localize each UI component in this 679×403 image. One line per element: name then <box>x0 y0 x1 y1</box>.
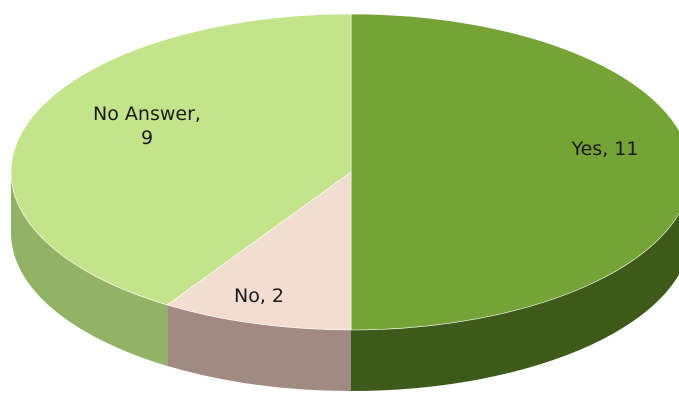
pie-side-yes <box>351 213 679 391</box>
pie-side-no <box>167 304 351 392</box>
data-label-line: No, 2 <box>234 285 284 307</box>
data-label-no-answer: No Answer, 9 <box>93 103 201 149</box>
data-label-line: No Answer, <box>93 103 201 125</box>
data-label-line: 9 <box>141 127 153 149</box>
pie-slice-no-answer <box>10 13 352 306</box>
pie-side-no-answer <box>11 172 168 366</box>
data-label-no: No, 2 <box>234 285 284 307</box>
pie-slice-no <box>166 171 352 331</box>
pie-top-faces <box>10 13 679 331</box>
data-label-line: Yes, 11 <box>571 138 639 160</box>
pie-slice-yes <box>350 13 679 331</box>
data-label-yes: Yes, 11 <box>571 138 639 160</box>
pie-side-walls <box>11 172 679 392</box>
pie-data-labels: Yes, 11 No, 2 No Answer, 9 <box>93 103 638 307</box>
